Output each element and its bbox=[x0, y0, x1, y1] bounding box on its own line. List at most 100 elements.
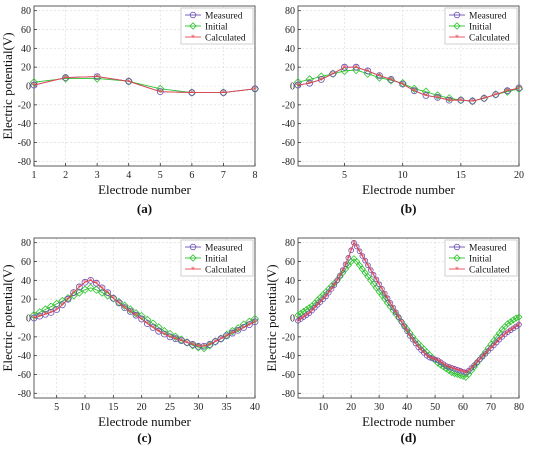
data-point-measured bbox=[409, 336, 416, 343]
legend-marker-measured bbox=[189, 11, 197, 19]
data-point-measured bbox=[510, 325, 517, 332]
legend-label-calculated: Calculated bbox=[205, 33, 246, 43]
x-tick-label: 50 bbox=[430, 402, 440, 413]
y-axis-label: Electric potential(V) bbox=[0, 32, 15, 139]
data-point-calculated: * bbox=[318, 298, 322, 307]
legend-label-initial: Initial bbox=[205, 22, 228, 32]
data-point-measured bbox=[407, 333, 413, 339]
data-point-calculated: * bbox=[455, 366, 459, 375]
data-point-calculated: * bbox=[433, 355, 437, 364]
data-point-calculated: * bbox=[191, 340, 195, 349]
data-point-measured bbox=[295, 318, 301, 324]
panel-label: (b) bbox=[401, 201, 417, 216]
data-point-measured bbox=[317, 76, 325, 83]
legend-label-measured: Measured bbox=[469, 11, 507, 21]
data-point-measured bbox=[496, 336, 503, 343]
data-point-measured bbox=[395, 314, 402, 320]
data-point-measured bbox=[342, 261, 349, 268]
data-point-measured bbox=[435, 357, 441, 364]
data-point-measured bbox=[434, 93, 441, 101]
data-point-measured bbox=[381, 290, 388, 297]
legend-marker-calculated: * bbox=[455, 33, 459, 42]
data-point-calculated: * bbox=[470, 97, 474, 106]
data-point-calculated: * bbox=[401, 80, 405, 89]
data-point-initial bbox=[165, 329, 175, 339]
y-tick-label: 0 bbox=[290, 82, 295, 93]
x-tick-label: 5 bbox=[342, 170, 347, 181]
x-tick-label: 4 bbox=[126, 170, 131, 181]
data-point-initial bbox=[160, 327, 169, 336]
y-tick-label: -80 bbox=[18, 157, 31, 168]
y-tick-label: 40 bbox=[21, 44, 31, 55]
data-point-measured bbox=[423, 352, 430, 359]
data-point-calculated: * bbox=[127, 77, 131, 86]
data-point-measured bbox=[331, 282, 338, 288]
data-point-initial bbox=[205, 341, 214, 350]
data-point-measured bbox=[234, 326, 242, 334]
data-point-measured bbox=[104, 289, 112, 296]
data-point-measured bbox=[149, 324, 157, 331]
data-point-calculated: * bbox=[355, 242, 359, 251]
legend-label-calculated: Calculated bbox=[205, 265, 246, 275]
data-point-initial bbox=[171, 332, 180, 341]
data-point-calculated: * bbox=[505, 87, 509, 96]
data-point-measured bbox=[309, 307, 315, 314]
y-tick-label: 80 bbox=[285, 238, 295, 249]
data-point-measured bbox=[515, 84, 523, 92]
data-point-calculated: * bbox=[408, 332, 412, 341]
data-point-measured bbox=[126, 308, 134, 315]
data-point-calculated: * bbox=[424, 91, 428, 100]
data-point-measured bbox=[440, 361, 447, 367]
data-point-measured bbox=[98, 284, 106, 292]
data-point-initial bbox=[97, 288, 107, 297]
data-point-measured bbox=[294, 81, 302, 89]
data-point-measured bbox=[30, 81, 38, 89]
y-tick-label: 80 bbox=[21, 238, 31, 249]
data-point-measured bbox=[314, 302, 321, 308]
data-point-initial bbox=[120, 301, 129, 310]
data-point-calculated: * bbox=[158, 88, 162, 97]
data-point-initial bbox=[509, 316, 517, 324]
data-point-measured bbox=[376, 281, 382, 287]
data-point-measured bbox=[387, 76, 395, 83]
data-point-measured bbox=[488, 345, 494, 351]
data-point-calculated: * bbox=[458, 367, 462, 376]
data-point-calculated: * bbox=[450, 364, 454, 373]
data-point-calculated: * bbox=[55, 306, 59, 315]
legend-marker-measured bbox=[189, 243, 197, 251]
data-point-calculated: * bbox=[117, 299, 121, 308]
data-point-measured bbox=[348, 247, 354, 254]
x-tick-label: 10 bbox=[398, 170, 408, 181]
data-point-calculated: * bbox=[453, 365, 457, 374]
x-tick-label: 5 bbox=[158, 170, 163, 181]
data-point-calculated: * bbox=[341, 266, 345, 275]
data-point-calculated: * bbox=[377, 280, 381, 289]
data-point-calculated: * bbox=[497, 336, 501, 345]
chart-panel-1: 1 2 3 4 5 6 7 8 -80 -60 -40 -20 0 20 40 60 80 Electrode n… bbox=[0, 5, 260, 216]
data-point-measured bbox=[468, 365, 475, 371]
data-point-initial bbox=[293, 78, 303, 87]
data-point-calculated: * bbox=[436, 93, 440, 102]
data-point-calculated: * bbox=[344, 260, 348, 269]
x-tick-label: 30 bbox=[193, 402, 203, 413]
legend-marker-calculated: * bbox=[191, 33, 195, 42]
y-tick-label: -20 bbox=[18, 332, 31, 343]
data-point-calculated: * bbox=[482, 94, 486, 103]
data-point-measured bbox=[138, 315, 146, 323]
data-point-measured bbox=[53, 306, 61, 313]
data-point-measured bbox=[477, 356, 483, 363]
data-point-initial bbox=[386, 76, 396, 85]
y-tick-label: -20 bbox=[282, 100, 295, 111]
data-point-initial bbox=[75, 288, 84, 297]
data-point-measured bbox=[492, 91, 500, 98]
data-point-calculated: * bbox=[185, 338, 189, 347]
data-point-calculated: * bbox=[253, 318, 257, 327]
data-point-calculated: * bbox=[174, 335, 178, 344]
x-tick-label: 6 bbox=[189, 170, 194, 181]
series-calculated: ****************************************… bbox=[296, 239, 521, 378]
data-point-calculated: * bbox=[389, 75, 393, 84]
data-point-calculated: * bbox=[66, 295, 70, 304]
series-line-calculated bbox=[33, 279, 256, 347]
data-point-measured bbox=[499, 334, 506, 340]
data-point-calculated: * bbox=[500, 333, 504, 342]
